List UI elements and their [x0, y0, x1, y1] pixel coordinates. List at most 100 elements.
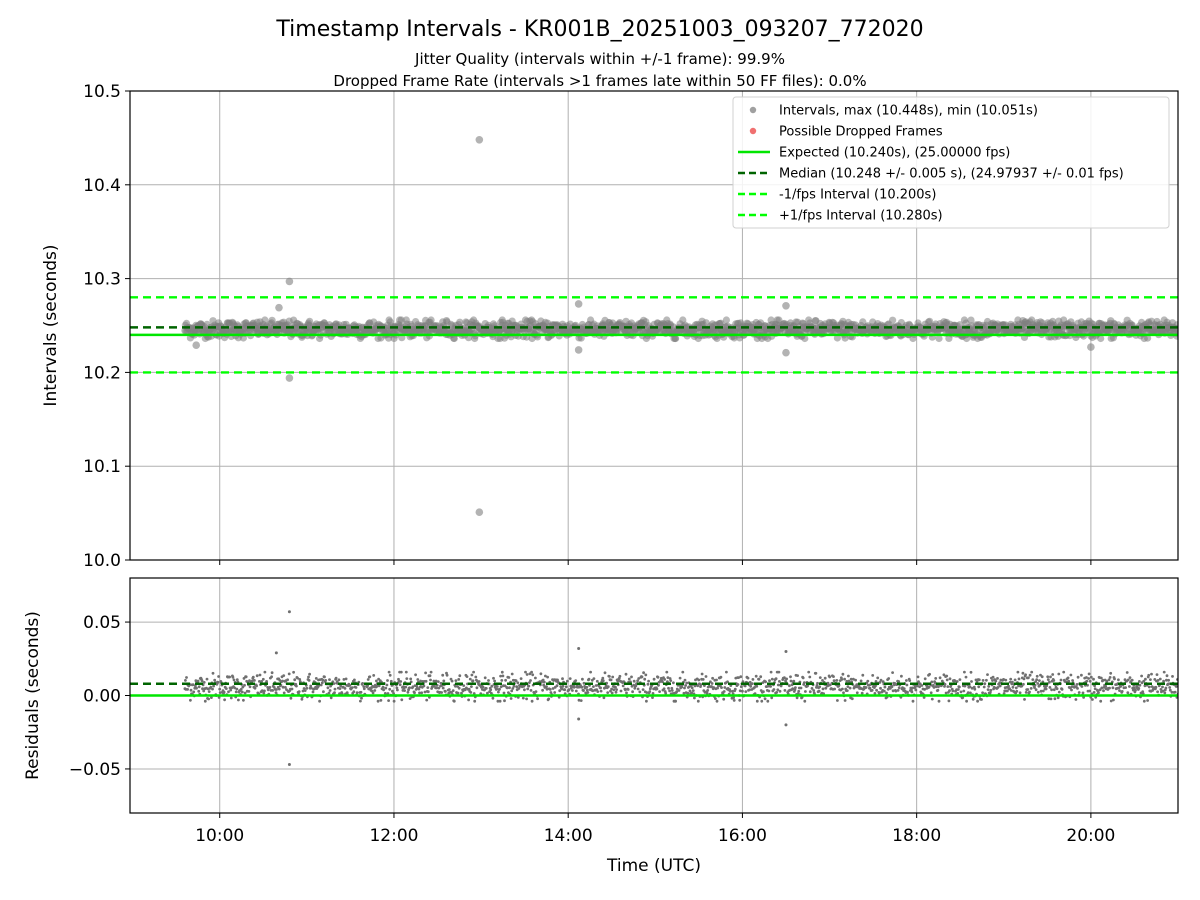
- residual-point: [353, 678, 356, 682]
- residual-point: [690, 691, 694, 695]
- residual-point: [400, 698, 404, 702]
- residual-point: [384, 686, 388, 690]
- residual-point: [217, 675, 221, 678]
- residual-point: [879, 686, 882, 690]
- residual-point: [956, 688, 960, 691]
- residual-point: [969, 670, 973, 674]
- residual-point: [528, 672, 532, 676]
- residual-point: [845, 689, 849, 692]
- residual-point: [658, 690, 661, 693]
- legend-marker: [749, 127, 757, 135]
- residual-point: [609, 678, 613, 682]
- residual-point: [677, 689, 681, 692]
- residual-point: [210, 696, 213, 699]
- residual-point: [239, 687, 243, 691]
- residual-point: [519, 677, 523, 680]
- residual-point: [732, 699, 736, 702]
- residual-point: [908, 679, 912, 682]
- x-tick-label: 12:00: [369, 826, 418, 846]
- residual-point: [541, 688, 544, 692]
- residual-point: [213, 678, 217, 682]
- residual-point: [983, 682, 987, 686]
- residual-point: [1052, 679, 1056, 682]
- residual-point: [643, 677, 647, 681]
- residual-point: [972, 685, 976, 689]
- residual-point: [996, 686, 1000, 689]
- residual-point: [739, 685, 743, 689]
- interval-outlier-point: [782, 348, 790, 357]
- residual-point: [1087, 672, 1091, 676]
- residual-point: [403, 689, 406, 692]
- residual-point: [529, 689, 533, 692]
- residual-point: [271, 689, 275, 692]
- residual-point: [832, 679, 836, 683]
- residual-point: [203, 699, 207, 703]
- residual-point: [389, 679, 393, 683]
- residual-point: [189, 698, 192, 702]
- residual-point: [496, 699, 500, 703]
- residual-point: [951, 689, 955, 693]
- residual-point: [398, 683, 402, 687]
- residual-point: [645, 691, 649, 694]
- y-tick-label: 10.3: [83, 270, 121, 290]
- residual-point: [587, 677, 591, 681]
- residual-point: [1036, 682, 1040, 685]
- residual-point: [585, 688, 589, 692]
- residual-point: [468, 677, 472, 681]
- residual-point: [977, 678, 981, 682]
- residual-point: [812, 689, 816, 692]
- residual-point: [882, 689, 886, 693]
- residual-point: [1024, 673, 1027, 677]
- residual-point: [233, 686, 237, 690]
- residual-point: [803, 699, 807, 703]
- residual-point: [277, 687, 281, 691]
- residual-point: [362, 685, 366, 688]
- residual-point: [492, 676, 495, 680]
- residual-point: [1021, 671, 1025, 675]
- residual-point: [667, 686, 670, 690]
- residual-point: [1035, 678, 1039, 682]
- residual-point: [934, 677, 938, 680]
- residual-point: [1150, 672, 1153, 676]
- residual-point: [275, 688, 278, 691]
- residual-point: [582, 689, 585, 692]
- residual-point: [797, 689, 801, 693]
- residual-point: [542, 680, 546, 684]
- residual-point: [948, 689, 951, 693]
- residual-point: [652, 677, 656, 681]
- residual-point: [1165, 678, 1168, 682]
- residual-point: [298, 678, 302, 681]
- residual-point: [1023, 698, 1026, 701]
- residual-point: [666, 676, 670, 679]
- residual-point: [1057, 690, 1061, 694]
- residual-point: [964, 675, 968, 679]
- residual-point: [1015, 689, 1019, 693]
- residual-point: [1128, 676, 1132, 679]
- residual-point: [626, 688, 630, 691]
- residual-point: [399, 670, 403, 674]
- residual-point: [988, 691, 992, 694]
- residual-point: [586, 691, 590, 694]
- residual-outlier-point: [287, 763, 291, 767]
- residual-point: [420, 691, 424, 695]
- residual-point: [1100, 686, 1104, 690]
- residual-point: [918, 682, 922, 686]
- residual-point: [1020, 684, 1024, 688]
- residual-point: [322, 690, 325, 694]
- residual-point: [435, 686, 438, 690]
- residual-point: [1109, 699, 1113, 703]
- residual-point: [920, 684, 924, 687]
- residual-point: [789, 675, 792, 679]
- residual-point: [936, 688, 940, 692]
- residual-point: [1097, 691, 1100, 695]
- interval-outlier-point: [574, 346, 583, 354]
- residual-point: [815, 684, 819, 687]
- interval-point: [801, 334, 809, 343]
- residual-point: [447, 688, 451, 691]
- residual-point: [227, 690, 230, 694]
- residual-point: [320, 681, 324, 685]
- residual-point: [709, 680, 712, 684]
- residual-point: [905, 683, 909, 687]
- residual-point: [458, 674, 462, 678]
- residual-point: [760, 699, 764, 703]
